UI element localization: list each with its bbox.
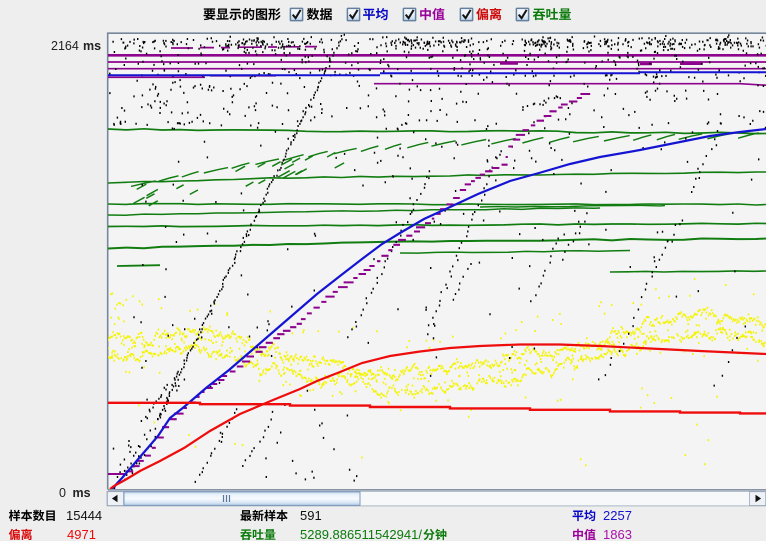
- svg-text:0: 0: [59, 486, 66, 500]
- svg-text:2257: 2257: [603, 508, 632, 523]
- svg-text:4971: 4971: [67, 527, 96, 541]
- svg-text:591: 591: [300, 508, 322, 523]
- svg-text:2164: 2164: [51, 39, 79, 53]
- svg-text:ms: ms: [73, 486, 91, 500]
- svg-text:5289.886511542941/: 5289.886511542941/: [300, 527, 422, 541]
- svg-text:15444: 15444: [66, 508, 102, 523]
- svg-text:ms: ms: [83, 39, 101, 53]
- svg-text:1863: 1863: [603, 527, 632, 541]
